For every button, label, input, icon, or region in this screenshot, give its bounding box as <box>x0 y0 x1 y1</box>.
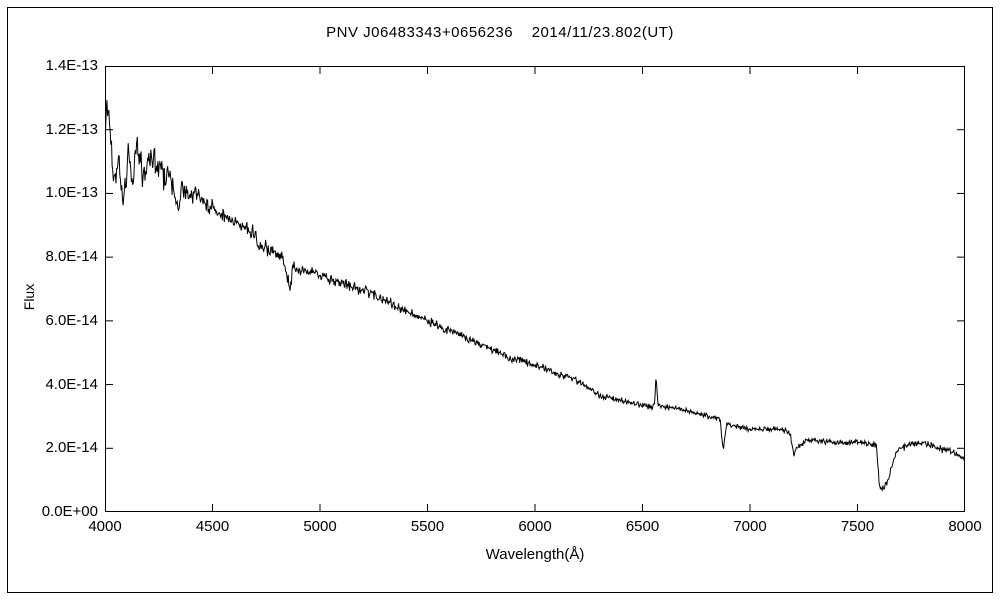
y-tick-label-1.2E-13: 1.2E-13 <box>45 120 98 138</box>
y-tick-label-1.4E-13: 1.4E-13 <box>45 57 98 74</box>
x-tick-label-8000: 8000 <box>948 518 982 535</box>
y-tick-label-0.0E+00: 0.0E+00 <box>41 503 98 520</box>
x-tick-label-7000: 7000 <box>733 518 767 535</box>
x-tick-label-4000: 4000 <box>88 518 122 535</box>
y-tick-label-6.0E-14: 6.0E-14 <box>45 311 98 329</box>
y-tick-label-8.0E-14: 8.0E-14 <box>45 248 98 266</box>
x-tick-label-7500: 7500 <box>840 518 875 535</box>
y-tick-label-1.0E-13: 1.0E-13 <box>45 184 98 202</box>
x-tick-label-5500: 5500 <box>410 518 445 535</box>
x-tick-label-6500: 6500 <box>625 518 660 535</box>
y-tick-label-4.0E-14: 4.0E-14 <box>45 375 98 393</box>
x-axis-label: Wavelength(Å) <box>485 546 585 563</box>
y-tick-label-2.0E-14: 2.0E-14 <box>45 439 98 457</box>
spectrum-plot <box>105 66 965 512</box>
x-tick-label-6000: 6000 <box>518 518 552 535</box>
outer-border <box>7 7 993 593</box>
x-tick-label-5000: 5000 <box>303 518 337 535</box>
chart-title: PNV J06483343+0656236 2014/11/23.802(UT) <box>326 24 674 41</box>
x-tick-label-4500: 4500 <box>195 518 230 535</box>
